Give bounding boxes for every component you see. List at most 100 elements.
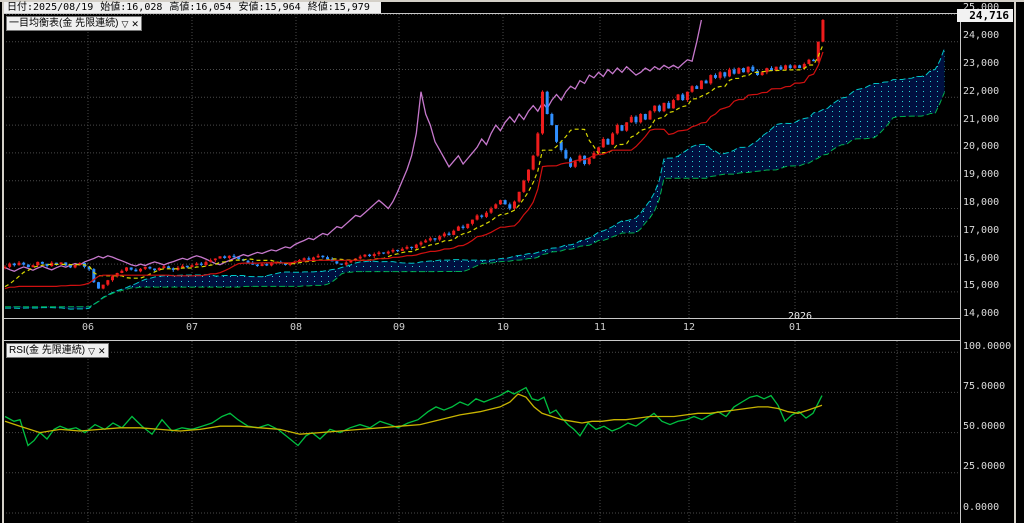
candle-body (727, 69, 731, 77)
candle-body (447, 233, 451, 235)
rsi-axis-tick-label: 0.0000 (963, 501, 1000, 513)
candle-body (54, 262, 58, 265)
rsi-axis-tick-label: 75.0000 (963, 380, 1006, 392)
candle-body (185, 265, 189, 268)
candle-body (671, 100, 675, 109)
main-panel-bottom-border (3, 318, 960, 319)
window-left-edge (2, 0, 4, 523)
candle-body (718, 72, 722, 78)
candle-body (536, 133, 540, 156)
candle-body (779, 66, 783, 70)
candle-body (316, 255, 320, 258)
candle-body (3, 266, 7, 268)
candle-body (45, 263, 49, 267)
candle-body (555, 125, 559, 142)
candle-body (143, 266, 147, 269)
candle-body (340, 263, 344, 265)
candle-body (699, 80, 703, 89)
candle-body (709, 75, 713, 84)
candle-body (615, 125, 619, 134)
candle-body (512, 201, 516, 209)
ichimoku-pane-label: 一目均衡表(金 先限連続) (9, 17, 119, 29)
rsi-pane-title[interactable]: RSI(金 先限連続) ▽ ✕ (6, 343, 109, 358)
tenkan-sen-line (4, 44, 824, 288)
close-pane-icon[interactable]: ✕ (98, 345, 106, 356)
candle-body (382, 252, 386, 254)
candle-body (816, 41, 820, 62)
candle-body (368, 254, 372, 257)
candle-body (498, 200, 502, 205)
candle-body (199, 263, 203, 265)
price-axis-tick-label: 14,000 (963, 308, 1000, 320)
candle-body (176, 267, 180, 270)
candle-body (419, 242, 423, 245)
candle-body (784, 65, 788, 70)
candle-body (550, 113, 554, 126)
candle-body (96, 282, 100, 289)
price-axis-tick-label: 24,000 (963, 30, 1000, 42)
candle-body (260, 264, 264, 267)
candle-body (92, 269, 96, 283)
candle-body (639, 113, 643, 123)
senkou-span-b-line (5, 92, 945, 308)
candle-body (653, 105, 657, 112)
price-axis-tick-label: 20,000 (963, 141, 1000, 153)
candle-body (793, 65, 797, 69)
candle-body (190, 265, 194, 268)
candle-body (676, 94, 680, 101)
candle-body (391, 249, 395, 252)
candle-body (695, 86, 699, 89)
rsi-chart-canvas[interactable] (3, 341, 960, 523)
candle-body (601, 139, 605, 148)
candle-body (732, 69, 736, 74)
candle-body (162, 266, 166, 268)
candle-body (559, 141, 563, 151)
candle-body (489, 208, 493, 213)
candle-body (223, 256, 227, 258)
candle-body (629, 116, 633, 123)
candle-body (307, 258, 311, 260)
minimize-pane-icon[interactable]: ▽ (121, 18, 129, 29)
candle-body (335, 261, 339, 264)
candle-body (522, 180, 526, 192)
candle-body (751, 66, 755, 71)
main-chart-canvas[interactable] (3, 14, 960, 318)
ichimoku-pane-title[interactable]: 一目均衡表(金 先限連続) ▽ ✕ (6, 16, 142, 31)
price-axis-tick-label: 22,000 (963, 85, 1000, 97)
candle-body (414, 244, 418, 248)
candle-body (195, 263, 199, 266)
candle-body (101, 284, 105, 289)
kijun-sen-line (4, 51, 824, 290)
price-axis-tick-label: 17,000 (963, 224, 1000, 236)
month-axis-label: 01 (788, 322, 802, 333)
quote-high: 高値:16,054 (169, 2, 232, 13)
candle-body (648, 111, 652, 120)
senkou-span-a-line (5, 48, 945, 310)
candle-body (218, 256, 222, 259)
candle-body (634, 116, 638, 123)
candle-body (428, 238, 432, 241)
candle-body (545, 91, 549, 114)
minimize-pane-icon[interactable]: ▽ (88, 345, 96, 356)
candle-body (461, 226, 465, 228)
month-axis-label: 11 (593, 322, 607, 333)
candle-body (442, 233, 446, 237)
month-axis-label: 07 (185, 322, 199, 333)
candle-body (148, 266, 152, 269)
candle-body (12, 263, 16, 266)
candle-body (26, 264, 30, 268)
candle-body (209, 260, 213, 262)
candle-body (667, 102, 671, 109)
rsi-grid (3, 341, 960, 523)
candle-body (22, 262, 26, 265)
rsi-axis-tick-label: 25.0000 (963, 461, 1006, 473)
candle-body (503, 200, 507, 205)
candle-body (541, 91, 545, 134)
candle-body (321, 255, 325, 258)
candle-body (153, 268, 157, 271)
candle-body (386, 251, 390, 254)
close-pane-icon[interactable]: ✕ (131, 18, 139, 29)
month-axis-label: 12 (682, 322, 696, 333)
candle-body (358, 256, 362, 259)
price-axis-tick-label: 21,000 (963, 113, 1000, 125)
